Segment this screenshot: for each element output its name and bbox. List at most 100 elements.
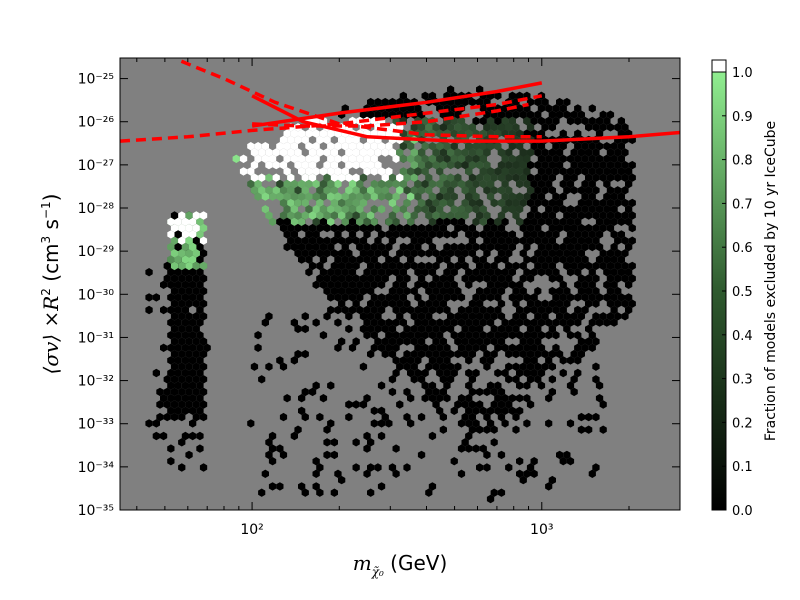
hex-bin xyxy=(185,312,193,321)
hex-bin xyxy=(428,154,437,163)
hex-bin xyxy=(610,154,618,163)
hex-bin xyxy=(399,205,407,214)
hex-bin xyxy=(523,167,531,176)
y-tick-label: 10⁻³⁵ xyxy=(78,503,114,519)
hex-bin xyxy=(588,293,596,302)
hex-bin xyxy=(345,412,353,422)
hex-bin xyxy=(541,261,549,271)
hex-bin xyxy=(294,198,302,208)
hex-bin xyxy=(566,381,575,390)
hex-bin xyxy=(497,198,506,208)
hex-bin xyxy=(319,192,328,201)
hex-bin xyxy=(377,179,386,189)
hex-bin xyxy=(486,230,495,239)
hex-bin xyxy=(461,198,469,208)
hex-bin xyxy=(447,211,455,220)
hex-bin xyxy=(574,205,582,214)
hex-bin xyxy=(472,419,480,428)
hex-bin xyxy=(421,205,429,214)
hex-bin xyxy=(316,249,324,258)
hex-bin xyxy=(276,356,284,365)
hex-bin xyxy=(508,116,516,126)
hex-bin xyxy=(628,236,636,245)
hex-bin xyxy=(407,167,415,176)
hex-bin xyxy=(425,349,433,359)
hex-bin xyxy=(301,135,309,145)
hex-bin xyxy=(556,249,564,258)
hex-bin xyxy=(436,217,444,226)
hex-bin xyxy=(388,261,397,271)
hex-bin xyxy=(577,261,585,271)
hex-bin xyxy=(163,274,171,283)
hex-bin xyxy=(363,318,371,327)
hex-bin xyxy=(170,274,179,283)
hex-bin xyxy=(352,148,360,157)
hex-bin xyxy=(526,362,535,371)
hex-bin xyxy=(494,280,502,289)
hex-bin xyxy=(505,349,513,359)
hex-bin xyxy=(610,255,618,264)
hex-bin xyxy=(468,123,476,132)
hex-bin xyxy=(574,343,582,352)
hex-bin xyxy=(476,312,484,321)
hex-bin xyxy=(592,148,600,157)
hex-bin xyxy=(534,299,542,308)
hex-bin xyxy=(316,198,324,208)
hex-bin xyxy=(479,293,487,302)
hex-bin xyxy=(370,293,378,302)
hex-bin xyxy=(465,343,473,352)
hex-bin xyxy=(319,205,328,214)
hex-bin xyxy=(534,198,542,208)
hex-bin xyxy=(417,375,426,384)
hex-bin xyxy=(436,167,444,176)
hex-bin xyxy=(497,148,506,157)
hex-bin xyxy=(421,154,429,163)
hex-bin xyxy=(606,186,615,195)
y-tick-label: 10⁻³⁰ xyxy=(78,287,115,303)
hex-bin xyxy=(545,268,553,277)
hex-bin xyxy=(490,349,498,359)
hex-bin xyxy=(508,167,516,176)
hex-bin xyxy=(501,406,509,415)
hex-bin xyxy=(454,261,462,271)
hex-bin xyxy=(399,242,407,252)
hex-bin xyxy=(323,312,331,321)
y-axis-ticks: 10⁻³⁵10⁻³⁴10⁻³³10⁻³²10⁻³¹10⁻³⁰10⁻²⁹10⁻²⁸… xyxy=(78,72,680,519)
hex-bin xyxy=(610,305,618,315)
hex-bin xyxy=(494,230,502,239)
hex-bin xyxy=(450,331,458,340)
hex-bin xyxy=(508,280,516,289)
hex-bin xyxy=(265,160,273,170)
hex-bin xyxy=(606,148,615,157)
hex-bin xyxy=(199,362,208,371)
hex-bin xyxy=(319,255,328,264)
hex-bin xyxy=(461,274,469,283)
hex-bin xyxy=(588,268,596,277)
hex-bin xyxy=(425,198,433,208)
hex-bin xyxy=(330,450,338,460)
hex-bin xyxy=(425,211,433,220)
hex-bin xyxy=(428,280,437,289)
hex-bin xyxy=(334,255,342,264)
hex-bin xyxy=(523,217,531,226)
hex-bin xyxy=(512,173,520,182)
hex-bin xyxy=(581,179,589,189)
colorbar-tick-label: 0.1 xyxy=(732,460,753,475)
hex-bin xyxy=(414,167,422,176)
hex-bin xyxy=(199,249,208,258)
hex-bin xyxy=(323,438,331,447)
hex-bin xyxy=(312,217,320,226)
hex-bin xyxy=(189,293,197,302)
hex-bin xyxy=(359,186,368,195)
hex-bin xyxy=(552,154,560,163)
hex-bin xyxy=(410,236,418,245)
hex-bin xyxy=(367,299,375,308)
hex-bin xyxy=(556,110,564,119)
hex-bin xyxy=(614,186,622,195)
hex-bin xyxy=(305,230,313,239)
hex-bin xyxy=(454,211,462,220)
hex-bin xyxy=(606,160,615,170)
hex-bin xyxy=(505,110,513,119)
hex-bin xyxy=(606,286,615,296)
hex-bin xyxy=(359,236,368,245)
